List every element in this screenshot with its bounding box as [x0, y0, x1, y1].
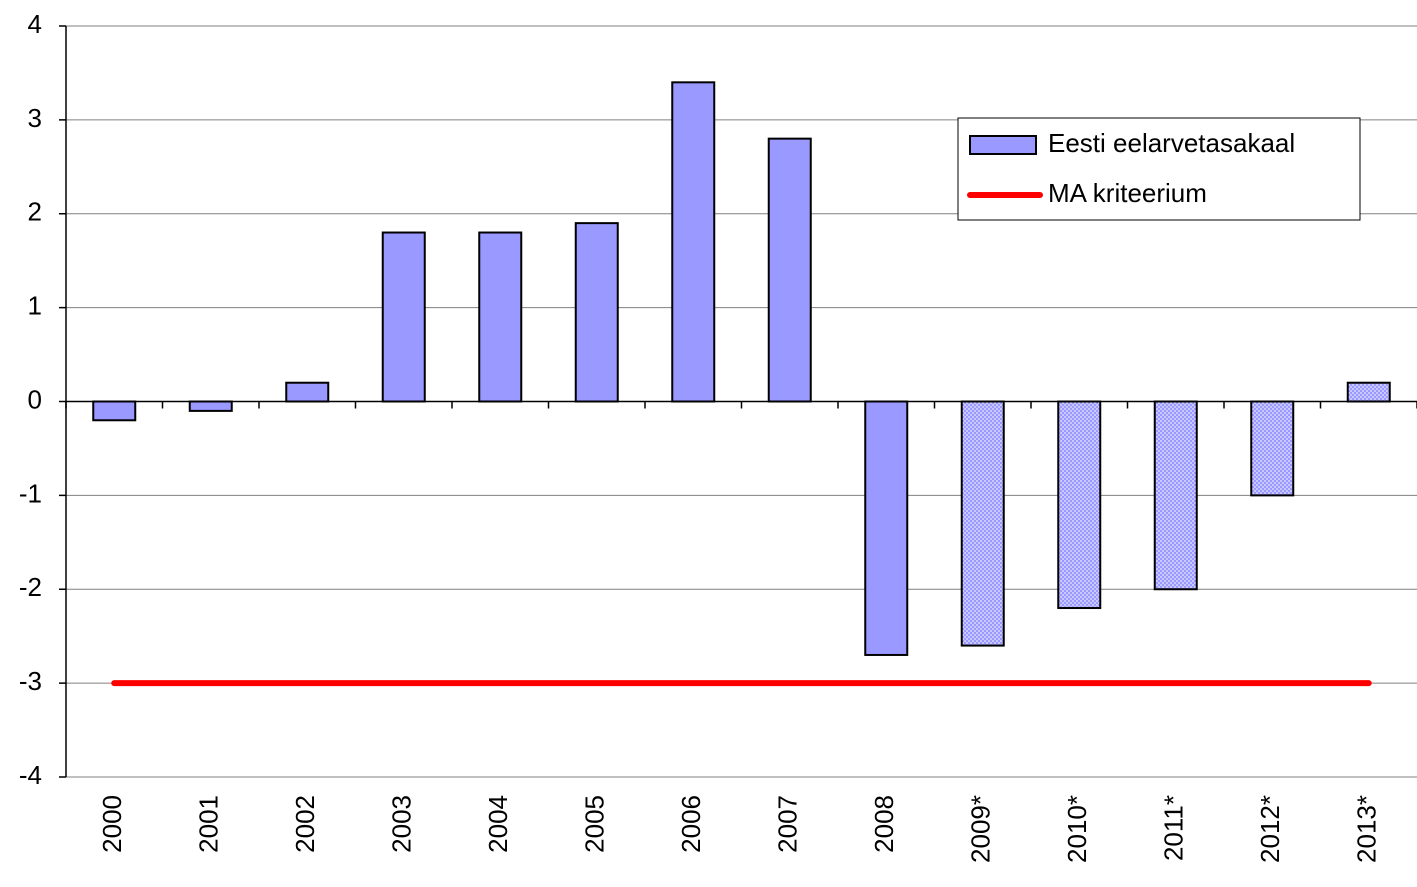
x-tick-label: 2012*	[1255, 795, 1285, 863]
bar	[92, 400, 137, 422]
x-tick-label: 2008	[869, 795, 899, 853]
y-tick-label: 4	[28, 9, 42, 39]
bar	[188, 400, 233, 412]
x-tick-label: 2010*	[1062, 795, 1092, 863]
x-tick-label: 2007	[773, 795, 803, 853]
y-tick-label: -3	[19, 666, 42, 696]
bar	[960, 400, 1005, 647]
legend-swatch	[969, 135, 1037, 155]
bar	[864, 400, 909, 656]
bar	[381, 231, 426, 403]
x-tick-label: 2005	[580, 795, 610, 853]
bar	[478, 231, 523, 403]
bar	[671, 81, 716, 403]
legend-label: MA kriteerium	[1048, 178, 1207, 208]
x-tick-label: 2002	[290, 795, 320, 853]
y-tick-label: 2	[28, 197, 42, 227]
x-tick-label: 2013*	[1352, 795, 1382, 863]
y-tick-label: -2	[19, 572, 42, 602]
bar	[1250, 400, 1295, 497]
y-tick-label: 3	[28, 103, 42, 133]
x-tick-label: 2011*	[1159, 795, 1189, 861]
y-tick-label: 0	[28, 384, 42, 414]
x-tick-label: 2004	[483, 795, 513, 853]
x-tick-label: 2009*	[966, 795, 996, 863]
bar	[1057, 400, 1102, 610]
y-tick-label: -4	[19, 760, 42, 790]
x-tick-label: 2000	[97, 795, 127, 853]
bar	[1346, 381, 1391, 403]
bar	[1153, 400, 1198, 591]
legend-box	[957, 117, 1361, 221]
bar	[767, 137, 812, 403]
x-tick-label: 2003	[387, 795, 417, 853]
y-tick-label: -1	[19, 478, 42, 508]
y-tick-label: 1	[28, 291, 42, 321]
legend-label: Eesti eelarvetasakaal	[1048, 128, 1295, 158]
x-tick-label: 2001	[194, 795, 224, 853]
bar	[285, 381, 330, 403]
bar	[574, 222, 619, 403]
x-tick-label: 2006	[676, 795, 706, 853]
